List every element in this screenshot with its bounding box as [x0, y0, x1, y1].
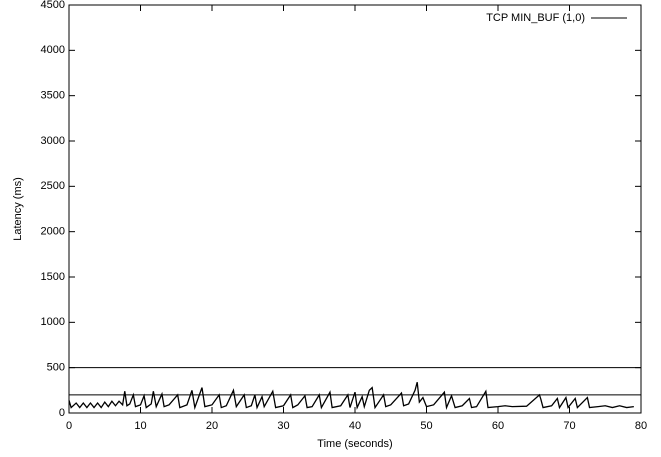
x-tick-label: 10 [134, 420, 146, 432]
y-tick-label: 4000 [41, 44, 65, 56]
y-tick-label: 1000 [41, 316, 65, 328]
y-tick-label: 2500 [41, 180, 65, 192]
x-tick-label: 0 [66, 420, 72, 432]
y-tick-label: 4500 [41, 0, 65, 11]
x-tick-label: 40 [349, 420, 361, 432]
y-tick-label: 3500 [41, 90, 65, 102]
y-tick-label: 500 [47, 362, 65, 374]
x-tick-label: 70 [563, 420, 575, 432]
x-axis-label: Time (seconds) [317, 438, 392, 450]
x-tick-label: 20 [206, 420, 218, 432]
x-tick-label: 60 [492, 420, 504, 432]
y-tick-label: 3000 [41, 135, 65, 147]
y-axis-label: Latency (ms) [12, 177, 24, 241]
x-tick-label: 50 [420, 420, 432, 432]
plot-frame [68, 4, 642, 414]
y-tick-label: 2000 [41, 226, 65, 238]
x-tick-label: 80 [635, 420, 647, 432]
y-tick-label: 0 [59, 407, 65, 419]
series-line [68, 382, 634, 411]
y-tick-label: 1500 [41, 271, 65, 283]
x-tick-label: 30 [277, 420, 289, 432]
legend-label: TCP MIN_BUF (1,0) [486, 12, 585, 24]
